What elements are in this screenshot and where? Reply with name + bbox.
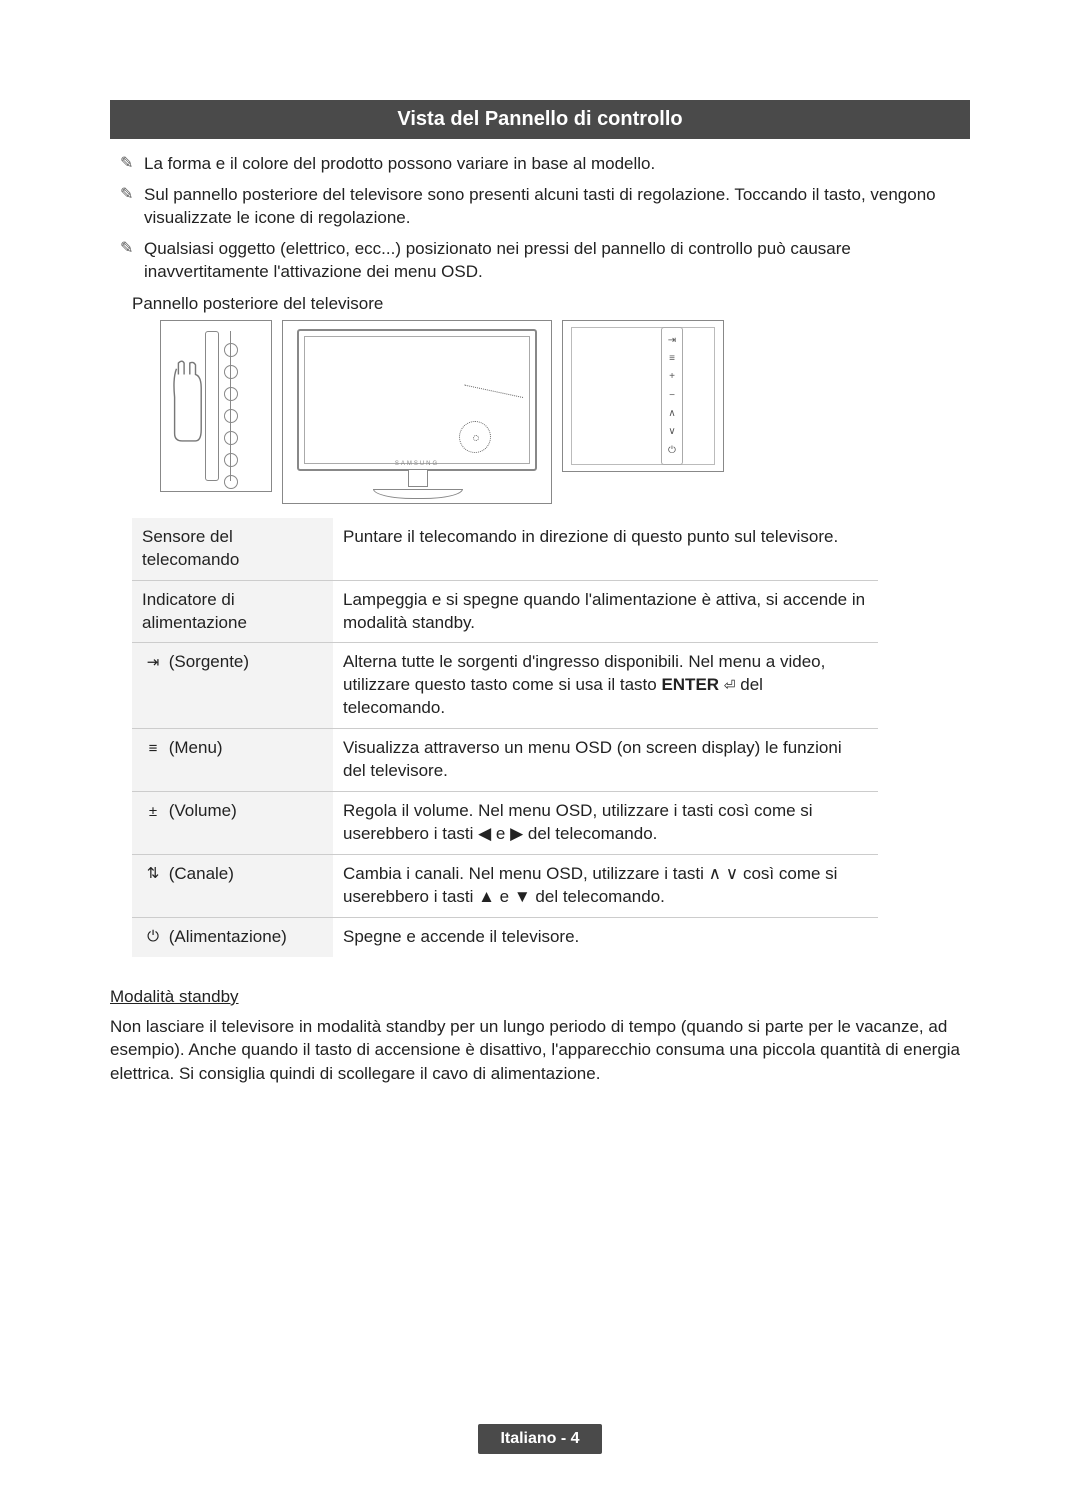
note-text: Sul pannello posteriore del televisore s…: [144, 184, 970, 230]
control-label: (Alimentazione): [164, 927, 287, 946]
button-strip: ⇥ ≡ + − ∧ ∨ ⏻: [661, 327, 683, 465]
control-desc: Cambia i canali. Nel menu OSD, utilizzar…: [343, 864, 837, 906]
section-banner: Vista del Pannello di controllo: [110, 100, 970, 139]
sensor-circle: [459, 421, 491, 453]
note-text: Qualsiasi oggetto (elettrico, ecc...) po…: [144, 238, 970, 284]
table-row: ⇅ (Canale) Cambia i canali. Nel menu OSD…: [132, 855, 878, 918]
figure-caption: Pannello posteriore del televisore: [132, 294, 970, 314]
table-row: ≡ (Menu) Visualizza attraverso un menu O…: [132, 729, 878, 792]
note-icon: ✎: [120, 184, 138, 230]
control-label: Sensore del telecomando: [142, 527, 239, 569]
control-desc: Spegne e accende il televisore.: [343, 927, 579, 946]
note-item: ✎ Qualsiasi oggetto (elettrico, ecc...) …: [120, 238, 970, 284]
plus-icon: +: [669, 372, 675, 382]
note-icon: ✎: [120, 153, 138, 176]
page-number: Italiano - 4: [478, 1424, 601, 1454]
table-row: Indicatore di alimentazione Lampeggia e …: [132, 580, 878, 643]
control-label: (Sorgente): [164, 652, 249, 671]
notes-list: ✎ La forma e il colore del prodotto poss…: [120, 153, 970, 284]
table-row: ± (Volume) Regola il volume. Nel menu OS…: [132, 792, 878, 855]
power-icon: ⏻: [668, 446, 676, 456]
source-icon: ⇥: [668, 336, 676, 346]
control-desc: Regola il volume. Nel menu OSD, utilizza…: [343, 801, 813, 843]
up-icon: ∧: [668, 409, 675, 419]
figure-button-strip: ⇥ ≡ + − ∧ ∨ ⏻: [562, 320, 724, 472]
figure-tv-front: SAMSUNG: [282, 320, 552, 504]
page-footer: Italiano - 4: [0, 1424, 1080, 1454]
power-icon: ⏻: [142, 927, 164, 947]
note-item: ✎ Sul pannello posteriore del televisore…: [120, 184, 970, 230]
note-text: La forma e il colore del prodotto posson…: [144, 153, 655, 176]
control-desc: Puntare il telecomando in direzione di q…: [343, 527, 838, 546]
control-label: (Canale): [164, 864, 234, 883]
minus-icon: −: [669, 391, 675, 401]
control-label: Indicatore di alimentazione: [142, 590, 247, 632]
tv-brand-label: SAMSUNG: [283, 461, 551, 467]
control-label: (Volume): [164, 801, 237, 820]
standby-text: Non lasciare il televisore in modalità s…: [110, 1015, 970, 1085]
figure-back-panel: [160, 320, 272, 492]
source-icon: ⇥: [142, 653, 164, 673]
menu-icon: ≡: [142, 739, 164, 759]
down-icon: ∨: [668, 427, 675, 437]
note-item: ✎ La forma e il colore del prodotto poss…: [120, 153, 970, 176]
table-row: ⇥ (Sorgente) Alterna tutte le sorgenti d…: [132, 643, 878, 729]
menu-icon: ≡: [669, 354, 675, 364]
figures-row: SAMSUNG ⇥ ≡ + − ∧ ∨ ⏻: [160, 320, 970, 504]
standby-heading: Modalità standby: [110, 987, 970, 1007]
note-icon: ✎: [120, 238, 138, 284]
controls-table: Sensore del telecomando Puntare il telec…: [132, 518, 878, 957]
enter-icon: ⏎: [724, 677, 736, 693]
volume-icon: ±: [142, 802, 164, 822]
control-desc: Alterna tutte le sorgenti d'ingresso dis…: [343, 652, 825, 717]
control-desc: Visualizza attraverso un menu OSD (on sc…: [343, 738, 842, 780]
control-label: (Menu): [164, 738, 223, 757]
manual-page: Vista del Pannello di controllo ✎ La for…: [0, 0, 1080, 1494]
hand-icon: [167, 357, 205, 447]
table-row: Sensore del telecomando Puntare il telec…: [132, 518, 878, 580]
channel-icon: ⇅: [142, 864, 164, 884]
control-desc: Lampeggia e si spegne quando l'alimentaz…: [343, 590, 865, 632]
table-row: ⏻ (Alimentazione) Spegne e accende il te…: [132, 917, 878, 956]
